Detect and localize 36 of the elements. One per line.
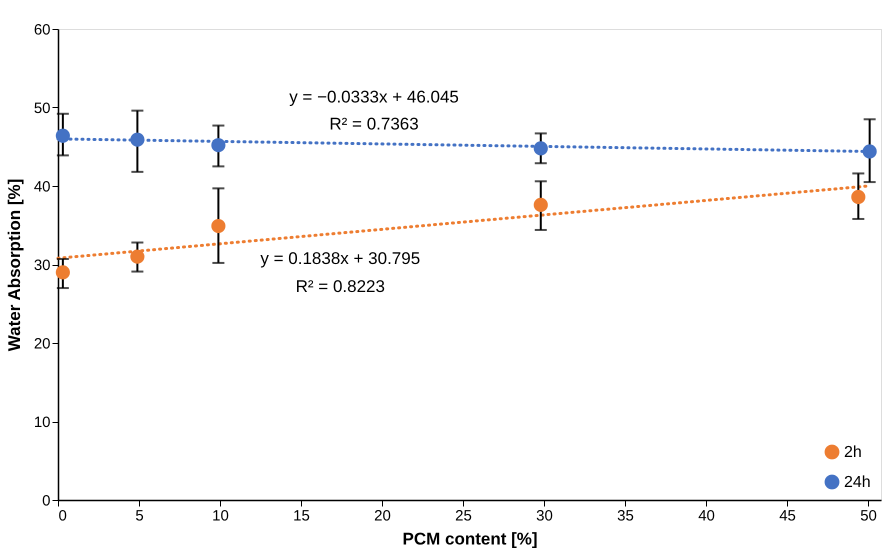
point bbox=[130, 132, 144, 147]
point bbox=[211, 218, 226, 234]
point bbox=[534, 141, 548, 156]
point bbox=[534, 198, 548, 212]
point bbox=[56, 128, 70, 143]
annotation: R² = 0.8223 bbox=[296, 277, 385, 296]
point bbox=[130, 250, 144, 264]
x-tick-label: 20 bbox=[374, 508, 391, 524]
x-tick-label: 5 bbox=[135, 508, 144, 524]
y-tick-label: 30 bbox=[34, 257, 50, 274]
x-tick-label: 50 bbox=[860, 508, 877, 524]
x-tick-label: 25 bbox=[455, 508, 472, 524]
annotation: y = 0.1838x + 30.795 bbox=[260, 248, 420, 268]
y-tick-label: 60 bbox=[34, 22, 50, 38]
x-tick-label: 15 bbox=[293, 508, 310, 524]
legend-label: 2h bbox=[844, 444, 862, 461]
x-tick-label: 35 bbox=[617, 508, 634, 524]
y-tick-label: 10 bbox=[34, 414, 50, 431]
y-tick-label: 0 bbox=[42, 492, 50, 510]
x-axis-title: PCM content [%] bbox=[402, 530, 538, 548]
annotation: y = −0.0333x + 46.045 bbox=[289, 87, 459, 106]
y-tick-label: 20 bbox=[34, 336, 50, 352]
y-tick-label: 40 bbox=[34, 178, 50, 196]
y-tick-label: 50 bbox=[34, 100, 50, 117]
legend-label: 24h bbox=[844, 474, 871, 491]
x-tick-label: 45 bbox=[779, 508, 796, 524]
x-tick-label: 40 bbox=[698, 508, 715, 524]
point bbox=[851, 190, 866, 204]
x-tick-label: 30 bbox=[536, 508, 553, 524]
point bbox=[211, 138, 226, 152]
x-tick-label: 10 bbox=[212, 508, 229, 524]
point bbox=[862, 144, 877, 159]
y-axis-title: Water Absorption [%] bbox=[4, 178, 24, 352]
annotation: R² = 0.7363 bbox=[329, 114, 419, 134]
x-tick-label: 0 bbox=[58, 508, 67, 524]
point bbox=[56, 265, 70, 280]
